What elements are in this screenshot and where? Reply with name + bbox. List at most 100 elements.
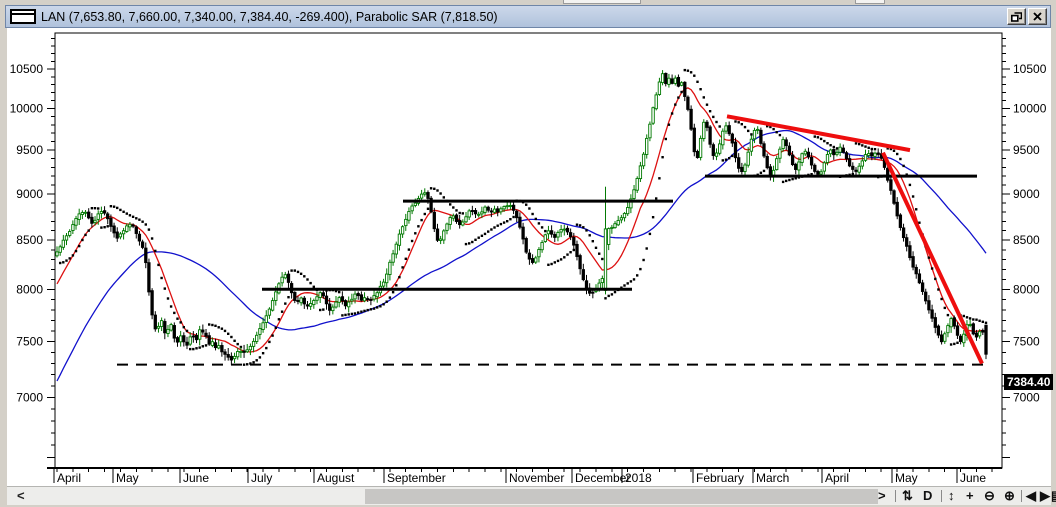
periodicity-daily-button[interactable]: D <box>923 488 933 503</box>
candle <box>578 253 582 275</box>
candle <box>917 269 922 285</box>
candle <box>261 317 265 333</box>
candle <box>388 259 392 281</box>
candle <box>515 209 519 223</box>
candle <box>562 224 566 236</box>
candle <box>258 323 262 340</box>
restore-icon <box>1011 11 1022 22</box>
candle <box>299 296 303 306</box>
candle <box>534 255 538 264</box>
candle <box>185 336 189 350</box>
vertical-scale-button[interactable]: ↕ <box>948 488 955 503</box>
candle <box>851 162 855 174</box>
candle <box>619 214 624 224</box>
down-trendline-1[interactable] <box>726 114 911 153</box>
candle <box>109 214 113 232</box>
candle <box>638 161 643 182</box>
x-axis-month-label: February <box>696 471 744 485</box>
candle <box>90 213 94 228</box>
candle <box>946 323 950 338</box>
candle <box>445 222 449 235</box>
candle <box>245 344 249 353</box>
candle <box>350 293 354 305</box>
candle <box>914 264 918 279</box>
candle <box>454 213 459 224</box>
scroll-right-button[interactable]: > <box>878 488 886 503</box>
candle <box>778 146 782 164</box>
candle <box>505 201 509 210</box>
x-axis-month-label: 2018 <box>625 471 652 485</box>
candle <box>559 224 563 238</box>
candle <box>718 139 722 156</box>
price-chart-canvas[interactable]: 10500 10500 10000 10000 9500 9500 9000 9000 8500… <box>7 28 1051 486</box>
candle <box>302 296 306 309</box>
y-axis-label: 7500 <box>16 335 43 349</box>
candle <box>64 233 69 246</box>
candle <box>140 239 145 250</box>
candle <box>626 202 630 216</box>
candle <box>372 289 376 302</box>
chart-window-titlebar[interactable]: LAN (7,653.80, 7,660.00, 7,340.00, 7,384… <box>5 5 1051 28</box>
close-window-button[interactable] <box>1028 8 1047 25</box>
y-axis-label: 8000 <box>16 282 43 296</box>
candle <box>958 334 963 345</box>
candle <box>486 205 490 213</box>
candle <box>156 322 161 333</box>
candle <box>353 291 357 304</box>
zoom-in-button[interactable]: ⊕ <box>1004 488 1015 503</box>
next-chart-button[interactable]: ▶ <box>1040 488 1050 503</box>
candle <box>99 206 104 219</box>
candle <box>521 222 525 245</box>
zoom-out-button[interactable]: ⊖ <box>984 488 995 503</box>
candle <box>169 322 173 332</box>
candle <box>458 215 462 229</box>
scroll-left-button[interactable]: < <box>17 488 25 503</box>
pan-button[interactable]: + <box>966 488 974 503</box>
candle <box>714 148 719 161</box>
candle <box>93 216 97 226</box>
candle <box>537 247 541 263</box>
candle <box>895 197 899 220</box>
separator <box>1021 490 1022 502</box>
candle <box>924 288 928 305</box>
candle <box>863 149 868 162</box>
candle <box>226 348 230 361</box>
y-axis-label: 10000 <box>10 102 44 116</box>
candle <box>385 268 389 288</box>
candle <box>518 212 522 230</box>
axes-layer <box>47 32 1003 469</box>
close-icon <box>1033 12 1042 21</box>
candle <box>128 222 132 232</box>
candle <box>775 155 779 171</box>
candle <box>740 162 744 175</box>
candle <box>343 299 348 310</box>
y-axis-label: 10500 <box>1013 62 1047 76</box>
candle <box>549 225 554 238</box>
candle <box>286 270 291 288</box>
restore-window-button[interactable] <box>1007 8 1026 25</box>
candle <box>404 213 408 231</box>
candle <box>175 336 180 347</box>
down-trendline-2[interactable] <box>881 151 984 365</box>
candle <box>981 328 985 335</box>
layout-button[interactable]: ▤ <box>1051 487 1056 505</box>
candle <box>794 162 798 175</box>
candle <box>556 230 560 242</box>
x-axis-month-label: April <box>825 471 849 485</box>
candle <box>613 221 617 229</box>
prev-chart-button[interactable]: ◀ <box>1026 488 1036 503</box>
candle <box>267 307 272 319</box>
candle <box>641 152 646 170</box>
refresh-data-button[interactable]: ⇅ <box>902 488 913 503</box>
y-axis-label: 8000 <box>1013 282 1040 296</box>
candle <box>892 189 896 206</box>
candle <box>270 297 275 312</box>
candle <box>121 227 126 240</box>
candle <box>660 70 665 86</box>
candle <box>600 275 604 289</box>
candle <box>568 228 573 241</box>
candle <box>847 154 852 168</box>
scrollbar-thumb[interactable] <box>365 489 878 504</box>
candle <box>163 318 167 340</box>
